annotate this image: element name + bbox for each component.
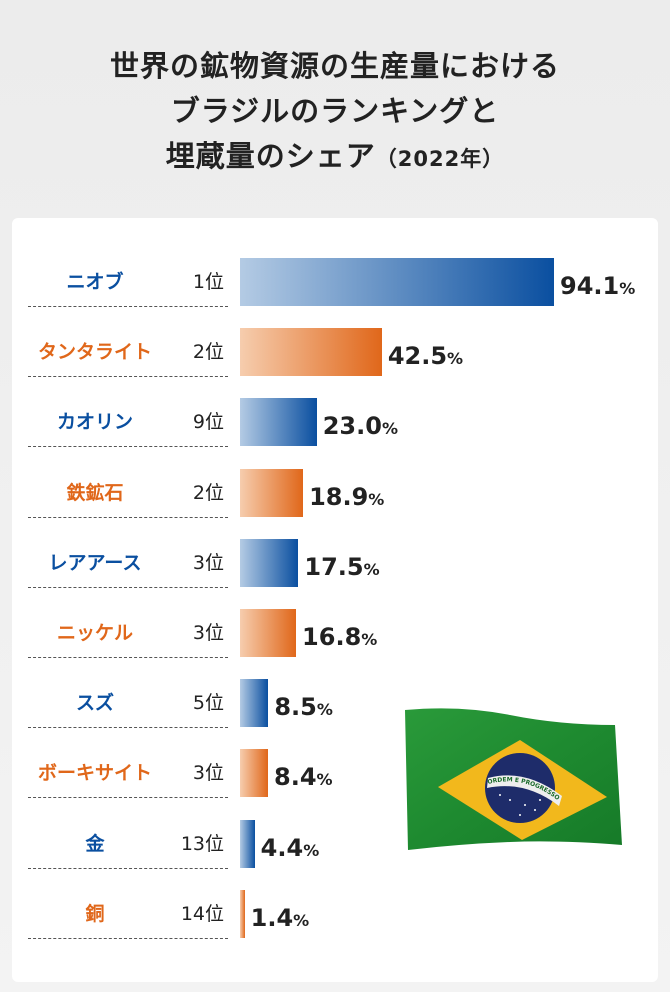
divider <box>28 586 228 588</box>
bar <box>240 819 255 868</box>
value-label: 17.5% <box>304 547 379 590</box>
rank-label: 2位 <box>192 481 224 504</box>
title-year: （2022年） <box>375 147 505 171</box>
divider <box>28 867 228 869</box>
value-label: 94.1% <box>560 266 635 309</box>
value-number: 18.9 <box>309 482 369 511</box>
value-unit: % <box>303 840 320 860</box>
category-label: ボーキサイト <box>37 762 152 785</box>
category-label: レアアース <box>48 551 142 574</box>
value-number: 8.5 <box>274 693 317 722</box>
value-unit: % <box>293 910 310 930</box>
bar-row: 鉄鉱石 2位 18.9% <box>0 468 670 520</box>
rank-label: 5位 <box>192 692 224 715</box>
title-line-3-text: 埋蔵量のシェア <box>165 139 376 173</box>
title-line-2: ブラジルのランキングと <box>170 94 500 128</box>
value-label: 23.0% <box>323 406 398 449</box>
value-number: 94.1 <box>560 272 620 300</box>
value-label: 18.9% <box>309 477 384 520</box>
bar <box>240 258 554 306</box>
bar <box>240 328 382 377</box>
value-unit: % <box>619 279 636 298</box>
bar-row: ボーキサイト 3位 8.4% <box>0 749 670 800</box>
rank-label: 2位 <box>192 341 224 364</box>
value-label: 8.4% <box>274 757 333 800</box>
rank-label: 1位 <box>192 271 224 293</box>
category-label: スズ <box>75 692 114 715</box>
value-unit: % <box>361 630 378 649</box>
bar-row: 金 13位 4.4% <box>0 819 670 871</box>
value-label: 42.5% <box>388 336 463 379</box>
category-label: 鉄鉱石 <box>66 481 124 504</box>
divider <box>28 727 228 729</box>
divider <box>28 446 228 448</box>
bar <box>240 538 299 587</box>
category-label: カオリン <box>56 411 133 434</box>
category-label: ニッケル <box>56 622 133 644</box>
rank-label: 14位 <box>180 902 224 925</box>
value-number: 1.4 <box>250 903 294 932</box>
value-number: 17.5 <box>304 552 364 581</box>
brazil-flag-icon: ORDEM E PROGRESSO <box>405 708 622 850</box>
rank-label: 3位 <box>192 622 224 644</box>
divider <box>28 797 228 799</box>
value-unit: % <box>316 700 333 720</box>
value-number: 8.4 <box>274 763 317 792</box>
divider <box>28 657 228 658</box>
bar <box>240 468 304 517</box>
value-number: 4.4 <box>260 833 304 862</box>
divider <box>28 516 228 518</box>
value-label: 4.4% <box>261 828 320 871</box>
value-label: 1.4% <box>251 898 310 941</box>
value-label: 16.8% <box>302 617 377 660</box>
divider <box>28 376 228 378</box>
category-label: 銅 <box>85 902 105 925</box>
title-line-1: 世界の鉱物資源の生産量における <box>109 49 560 83</box>
value-number: 23.0 <box>322 412 382 441</box>
value-unit: % <box>316 770 333 790</box>
category-label: 金 <box>85 832 105 855</box>
value-number: 42.5 <box>387 342 448 371</box>
value-number: 16.8 <box>302 623 362 651</box>
bar <box>240 749 269 798</box>
bar <box>240 679 269 728</box>
value-unit: % <box>363 559 380 579</box>
value-unit: % <box>381 419 398 439</box>
bar-row: タンタライト 2位 42.5% <box>0 328 670 379</box>
bar-row: スズ 5位 8.5% <box>0 679 670 730</box>
bar <box>240 609 297 657</box>
bar-row: カオリン 9位 23.0% <box>0 398 670 449</box>
rank-label: 3位 <box>192 762 224 785</box>
divider <box>28 306 228 307</box>
bar-row: ニオブ 1位 94.1% <box>0 258 670 309</box>
rank-label: 3位 <box>192 551 224 574</box>
rank-label: 13位 <box>180 832 224 855</box>
value-label: 8.5% <box>274 687 333 730</box>
title-line-3: 埋蔵量のシェア（2022年） <box>0 134 670 182</box>
bar-row: レアアース 3位 17.5% <box>0 538 670 590</box>
category-label: ニオブ <box>66 271 124 293</box>
value-unit: % <box>368 489 385 509</box>
bar-row: ニッケル 3位 16.8% <box>0 609 670 660</box>
divider <box>28 937 228 939</box>
rank-label: 9位 <box>192 411 224 434</box>
page-title: 世界の鉱物資源の生産量における ブラジルのランキングと 埋蔵量のシェア（2022… <box>0 44 670 182</box>
bar-row: 銅 14位 1.4% <box>0 889 670 941</box>
bar <box>240 398 317 447</box>
category-label: タンタライト <box>37 341 152 364</box>
value-unit: % <box>447 349 464 369</box>
bar <box>240 889 245 938</box>
